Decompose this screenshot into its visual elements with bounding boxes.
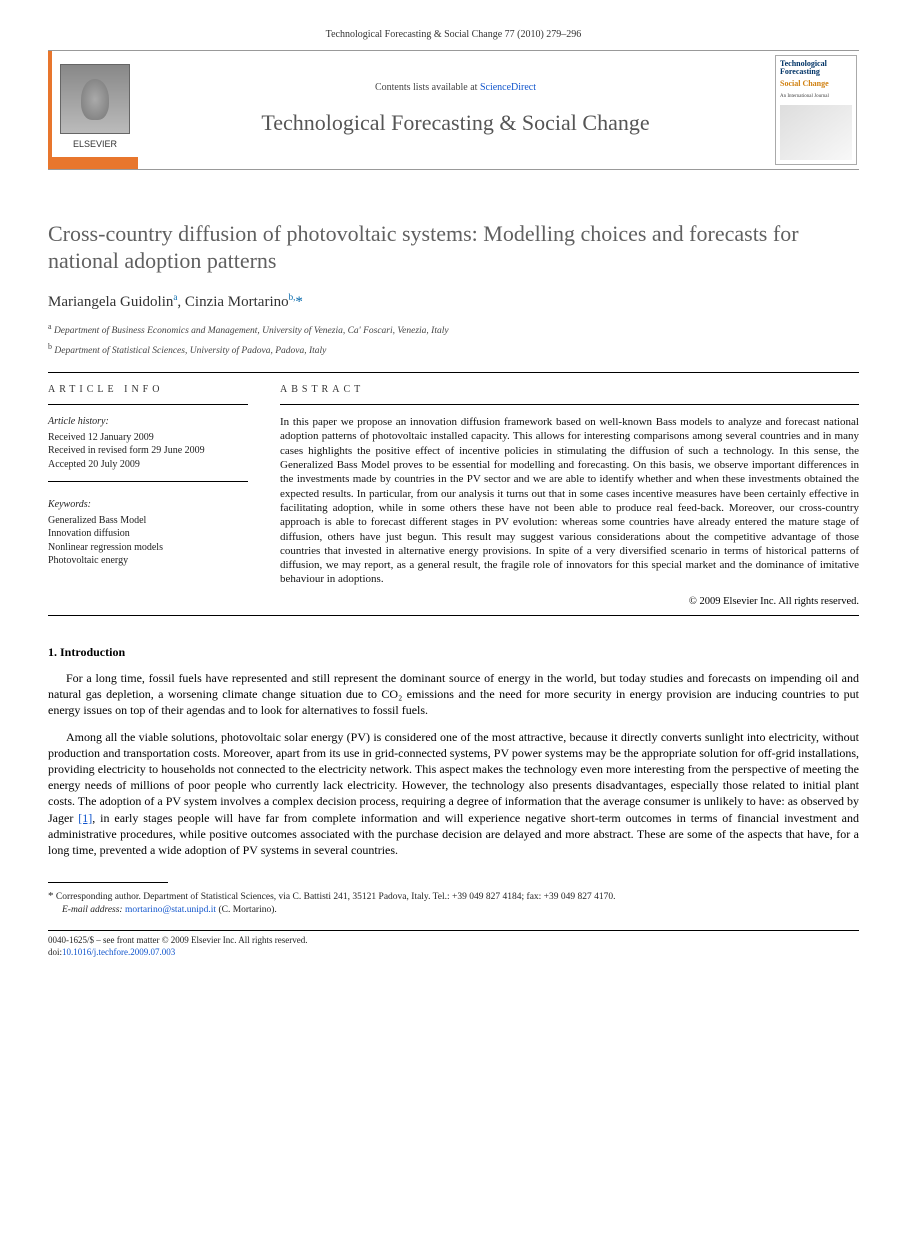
affiliation-a: a Department of Business Economics and M… (48, 322, 859, 338)
footer-line-1: 0040-1625/$ – see front matter © 2009 El… (48, 935, 859, 947)
email-link[interactable]: mortarino@stat.unipd.it (125, 905, 216, 915)
footer-rule: 0040-1625/$ – see front matter © 2009 El… (48, 930, 859, 958)
aff-text-b: Department of Statistical Sciences, Univ… (54, 346, 326, 356)
aff-sup-b: b (48, 342, 52, 351)
footnote-corr-mark: * (48, 890, 54, 902)
abstract-copyright: © 2009 Elsevier Inc. All rights reserved… (280, 595, 859, 609)
keyword-1: Innovation diffusion (48, 527, 248, 541)
author-1-aff: a (173, 292, 177, 302)
corresponding-footnote: * Corresponding author. Department of St… (48, 889, 859, 903)
corresponding-mark: * (295, 294, 303, 310)
elsevier-logo: ELSEVIER (48, 51, 138, 169)
email-label: E-mail address: (62, 905, 123, 915)
reference-1-link[interactable]: [1] (78, 811, 92, 825)
doi-link[interactable]: 10.1016/j.techfore.2009.07.003 (62, 947, 175, 957)
page-root: Technological Forecasting & Social Chang… (0, 0, 907, 998)
contents-prefix: Contents lists available at (375, 82, 480, 93)
history-line-1: Received in revised form 29 June 2009 (48, 444, 248, 458)
footnote-corr-text: Corresponding author. Department of Stat… (56, 892, 616, 902)
journal-title: Technological Forecasting & Social Chang… (148, 108, 763, 138)
history-line-2: Accepted 20 July 2009 (48, 458, 248, 472)
abstract-text: In this paper we propose an innovation d… (280, 415, 859, 587)
cover-title-2: Social Change (780, 79, 852, 90)
article-info-heading: article info (48, 373, 248, 406)
para2-text-b: , in early stages people will have far f… (48, 811, 859, 857)
header-bar: ELSEVIER Contents lists available at Sci… (48, 50, 859, 170)
info-abstract-bottom-rule (48, 615, 859, 616)
email-footnote: E-mail address: mortarino@stat.unipd.it … (48, 904, 859, 916)
authors-line: Mariangela Guidolina, Cinzia Mortarinob,… (48, 291, 859, 312)
affiliation-b: b Department of Statistical Sciences, Un… (48, 342, 859, 358)
article-title: Cross-country diffusion of photovoltaic … (48, 220, 859, 275)
header-center: Contents lists available at ScienceDirec… (138, 51, 773, 169)
journal-cover-thumb: Technological Forecasting Social Change … (775, 55, 857, 165)
elsevier-tree-icon (60, 64, 130, 134)
keywords-title: Keywords: (48, 498, 248, 512)
doi-label: doi: (48, 947, 62, 957)
keyword-2: Nonlinear regression models (48, 541, 248, 555)
cover-title-1: Technological Forecasting (780, 60, 852, 78)
contents-lists-line: Contents lists available at ScienceDirec… (148, 81, 763, 95)
cover-image-placeholder (780, 105, 852, 160)
history-line-0: Received 12 January 2009 (48, 431, 248, 445)
header-citation: Technological Forecasting & Social Chang… (48, 28, 859, 42)
aff-sup-a: a (48, 322, 52, 331)
cover-subtitle: An International Journal (780, 94, 852, 101)
keyword-0: Generalized Bass Model (48, 514, 248, 528)
footer-doi-line: doi:10.1016/j.techfore.2009.07.003 (48, 947, 859, 959)
abstract-heading: abstract (280, 373, 859, 406)
intro-para-2: Among all the viable solutions, photovol… (48, 729, 859, 859)
history-title: Article history: (48, 415, 248, 429)
intro-para-1: For a long time, fossil fuels have repre… (48, 670, 859, 719)
article-history-block: Article history: Received 12 January 200… (48, 415, 248, 482)
info-abstract-row: article info Article history: Received 1… (48, 372, 859, 609)
elsevier-label: ELSEVIER (73, 138, 117, 150)
email-suffix: (C. Mortarino). (218, 905, 276, 915)
keywords-block: Keywords: Generalized Bass Model Innovat… (48, 498, 248, 578)
sciencedirect-link[interactable]: ScienceDirect (480, 82, 536, 93)
footnote-rule (48, 882, 168, 883)
section-1-heading: 1. Introduction (48, 644, 859, 660)
keyword-3: Photovoltaic energy (48, 554, 248, 568)
author-1: Mariangela Guidolin (48, 294, 173, 310)
article-info-column: article info Article history: Received 1… (48, 373, 248, 609)
abstract-column: abstract In this paper we propose an inn… (280, 373, 859, 609)
aff-text-a: Department of Business Economics and Man… (54, 326, 449, 336)
author-2: Cinzia Mortarino (185, 294, 289, 310)
